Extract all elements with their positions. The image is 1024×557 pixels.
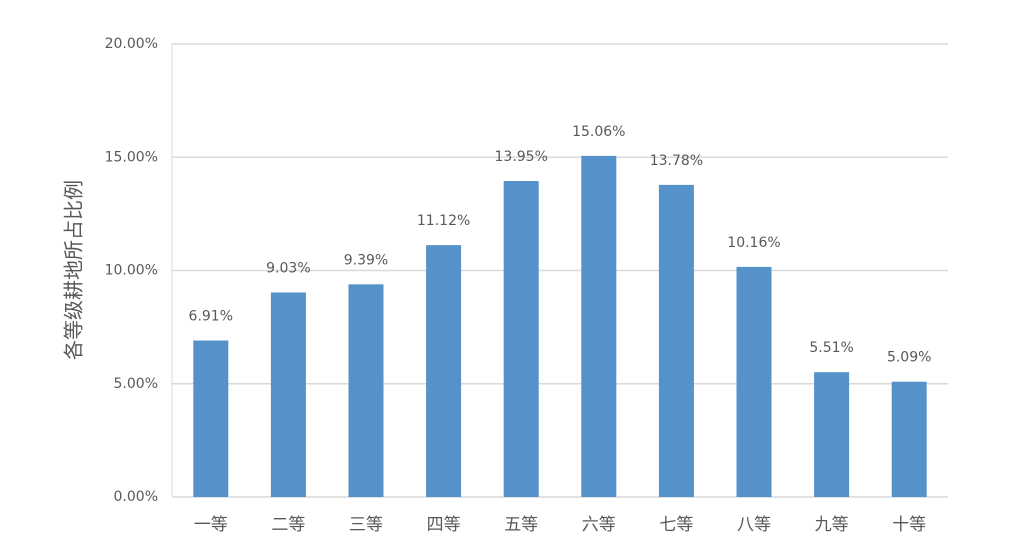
x-tick-label: 四等: [427, 515, 461, 535]
value-label: 11.12%: [417, 213, 470, 229]
value-label: 5.51%: [809, 340, 853, 356]
bar: [503, 181, 539, 497]
value-label: 15.06%: [572, 124, 625, 140]
bar: [348, 284, 384, 497]
value-label: 10.16%: [727, 235, 780, 251]
value-label: 13.78%: [650, 153, 703, 169]
bar: [658, 184, 694, 497]
x-tick-label: 一等: [194, 515, 228, 535]
value-label: 6.91%: [189, 308, 233, 324]
y-axis-label: 各等级耕地所占比例: [62, 180, 86, 360]
x-tick-label: 二等: [271, 515, 305, 535]
y-tick-label: 10.00%: [105, 263, 158, 279]
value-label: 13.95%: [495, 149, 548, 165]
x-tick-label: 七等: [659, 515, 693, 535]
x-tick-label: 十等: [892, 515, 926, 535]
bar: [426, 245, 462, 497]
x-tick-label: 九等: [815, 515, 849, 535]
y-tick-label: 20.00%: [105, 36, 158, 52]
value-label: 5.09%: [887, 350, 931, 366]
x-tick-label: 八等: [737, 515, 771, 535]
y-tick-label: 0.00%: [114, 489, 158, 505]
bar: [736, 266, 772, 497]
x-tick-label: 五等: [504, 515, 538, 535]
x-tick-label: 六等: [582, 515, 616, 535]
bar: [193, 340, 229, 497]
value-label: 9.39%: [344, 252, 388, 268]
bar: [270, 292, 306, 497]
y-tick-label: 5.00%: [114, 376, 158, 392]
bar: [814, 372, 850, 497]
value-label: 9.03%: [266, 260, 310, 276]
bar: [891, 381, 927, 497]
x-tick-label: 三等: [349, 515, 383, 535]
y-tick-label: 15.00%: [105, 149, 158, 165]
bar: [581, 155, 617, 498]
